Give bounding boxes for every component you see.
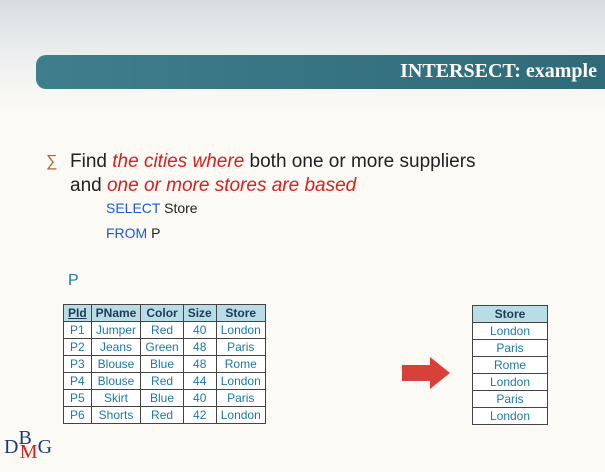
cell: London — [472, 407, 548, 425]
row: P1 Jumper Red 40 London — [63, 321, 266, 339]
code-text: Store — [164, 200, 198, 216]
text: Find — [70, 151, 107, 172]
cell: Blue — [140, 355, 184, 373]
cell: 48 — [182, 355, 217, 373]
row: P6 Shorts Red 42 London — [63, 406, 266, 424]
cell: Paris — [215, 389, 266, 407]
logo-letter: M — [19, 441, 38, 463]
cell: Green — [140, 338, 184, 356]
cell: 42 — [182, 406, 217, 424]
code-text: P — [151, 225, 161, 241]
cell: Paris — [215, 338, 266, 356]
cell: London — [472, 373, 548, 391]
header-row: Store — [472, 305, 548, 323]
keyword: SELECT — [106, 200, 161, 216]
cell: Blue — [140, 389, 184, 407]
cell: Jeans — [90, 338, 142, 356]
row: P4 Blouse Red 44 London — [63, 372, 266, 390]
header-cell: PId — [63, 304, 92, 322]
logo-letter: G — [37, 436, 53, 458]
cell: P1 — [63, 321, 92, 339]
header-row: PId PName Color Size Store — [63, 304, 266, 322]
query-line: SELECT Store — [106, 196, 198, 221]
logo: DBMG — [4, 427, 53, 463]
cell: Blouse — [90, 372, 142, 390]
header-cell: Store — [215, 304, 266, 322]
cell: London — [215, 321, 266, 339]
cell: 44 — [182, 372, 217, 390]
row: London — [472, 373, 548, 391]
title: INTERSECT: example — [400, 60, 597, 82]
row: P5 Skirt Blue 40 Paris — [63, 389, 266, 407]
cell: P4 — [63, 372, 92, 390]
row: P3 Blouse Blue 48 Rome — [63, 355, 266, 373]
cell: 40 — [182, 389, 217, 407]
cell: Red — [140, 406, 184, 424]
emphasis: one or more stores are based — [106, 175, 357, 196]
cell: Rome — [215, 355, 266, 373]
result-table: Store London Paris Rome London Paris London — [472, 305, 548, 425]
row: London — [472, 407, 548, 425]
header-cell: PName — [90, 304, 142, 322]
cell: Paris — [472, 390, 548, 408]
cell: Red — [140, 372, 184, 390]
query: SELECT Store FROM P — [106, 196, 198, 246]
cell: Shorts — [90, 406, 142, 424]
cell: Jumper — [90, 321, 142, 339]
table-name: P — [68, 272, 79, 289]
emphasis: the cities where — [112, 151, 245, 172]
header-cell: Color — [140, 304, 184, 322]
text: and — [70, 175, 102, 196]
cell: P6 — [63, 406, 92, 424]
bullet: ∑ Find the cities where both one or more… — [46, 150, 476, 198]
cell: London — [215, 372, 266, 390]
logo-letter: D — [4, 436, 19, 458]
header-cell: Size — [182, 304, 217, 322]
source-table: PId PName Color Size Store P1 Jumper Red 40 Londo… — [63, 304, 266, 424]
arrow — [402, 357, 450, 389]
row: London — [472, 322, 548, 340]
row: Paris — [472, 339, 548, 357]
cell: 40 — [182, 321, 217, 339]
row: Paris — [472, 390, 548, 408]
keyword: FROM — [106, 225, 148, 241]
title-bar: INTERSECT: example — [36, 55, 605, 89]
cell: P3 — [63, 355, 92, 373]
query-line: FROM P — [106, 221, 198, 246]
cell: Paris — [472, 339, 548, 357]
cell: London — [472, 322, 548, 340]
cell: Skirt — [90, 389, 142, 407]
bullet-icon: ∑ — [46, 153, 58, 170]
row: P2 Jeans Green 48 Paris — [63, 338, 266, 356]
text: both one or more suppliers — [249, 151, 476, 172]
bullet-line: and one or more stores are based — [70, 174, 476, 198]
cell: P2 — [63, 338, 92, 356]
row: Rome — [472, 356, 548, 374]
cell: P5 — [63, 389, 92, 407]
cell: Rome — [472, 356, 548, 374]
cell: Red — [140, 321, 184, 339]
header-cell: Store — [472, 305, 548, 323]
logo-letter: B — [18, 427, 32, 449]
cell: Blouse — [90, 355, 142, 373]
cell: 48 — [182, 338, 217, 356]
bullet-line: Find the cities where both one or more s… — [70, 150, 476, 174]
cell: London — [215, 406, 266, 424]
